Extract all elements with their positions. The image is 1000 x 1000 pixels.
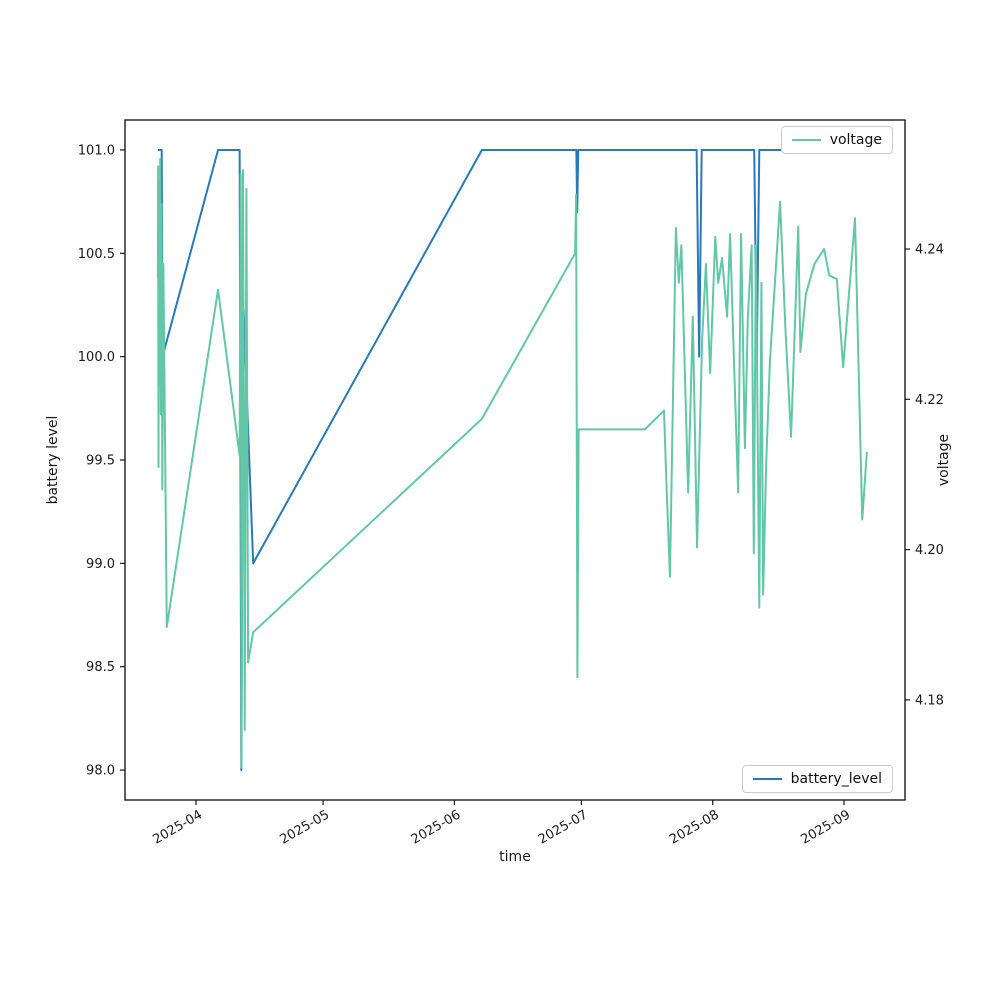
battery-line-swatch — [752, 778, 782, 780]
legend-battery-label: battery_level — [790, 771, 882, 787]
y-left-axis-label: battery level — [45, 416, 61, 505]
y-right-tick-label: 4.20 — [915, 543, 944, 558]
y-right-tick-label: 4.22 — [915, 393, 944, 408]
battery_level-line — [157, 148, 870, 772]
x-tick-label: 2025-06 — [409, 807, 464, 847]
x-tick-label: 2025-09 — [798, 807, 853, 847]
y-left-tick-label: 98.0 — [86, 764, 115, 779]
voltage-line — [156, 157, 868, 769]
x-tick-label: 2025-08 — [667, 807, 722, 847]
x-axis-label: time — [499, 849, 531, 865]
y-left-tick-label: 101.0 — [78, 143, 115, 158]
y-right-axis-label: voltage — [936, 434, 952, 486]
y-left-tick-label: 99.0 — [86, 557, 115, 572]
x-tick-label: 2025-05 — [278, 807, 333, 847]
y-left-tick-label: 98.5 — [86, 660, 115, 675]
y-right-tick-label: 4.18 — [915, 693, 944, 708]
x-tick-label: 2025-07 — [536, 807, 591, 847]
y-left-tick-label: 100.0 — [78, 350, 115, 365]
y-right-tick-label: 4.24 — [915, 243, 944, 258]
legend-voltage: voltage — [780, 126, 893, 154]
y-left-tick-label: 100.5 — [78, 247, 115, 262]
voltage-line-swatch — [791, 139, 821, 141]
x-tick-label: 2025-04 — [150, 807, 205, 847]
legend-voltage-label: voltage — [829, 132, 882, 148]
legend-battery-level: battery_level — [741, 765, 893, 793]
y-left-tick-label: 99.5 — [86, 454, 115, 469]
